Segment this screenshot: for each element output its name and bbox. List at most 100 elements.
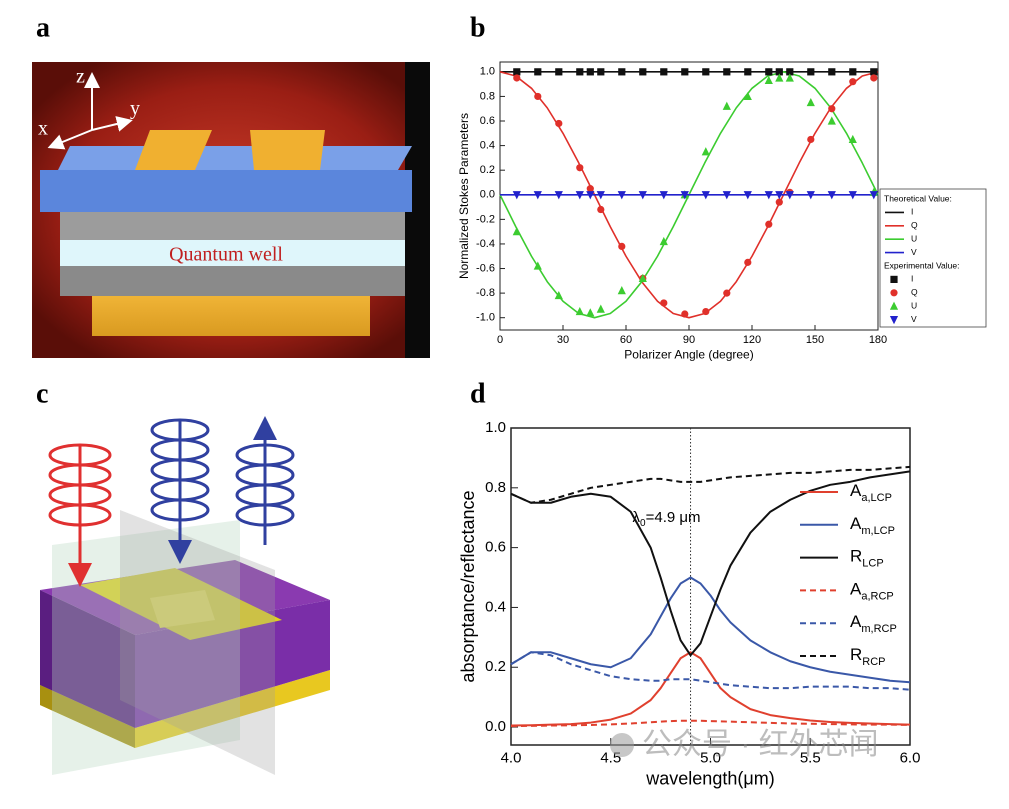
marker: [512, 227, 521, 236]
marker: [534, 92, 542, 101]
marker: [807, 68, 815, 76]
marker: [765, 68, 773, 76]
bottom-contact: [92, 290, 370, 336]
marker: [869, 191, 878, 200]
marker: [723, 68, 731, 76]
y-tick-label: 0.2: [485, 658, 506, 675]
legend-label: U: [911, 233, 917, 243]
legend-label: RLCP: [850, 547, 884, 569]
legend-label: U: [911, 300, 917, 310]
chart: 0 30 60 90 120 150 180 -1.0 -0.8 -0.6 -0.4 -0.2 0.0 0…: [457, 61, 987, 361]
marker: [849, 78, 857, 86]
marker: [513, 68, 521, 76]
marker: [765, 220, 773, 228]
marker: [775, 198, 783, 206]
marker: [701, 191, 710, 200]
axis-label: y: [130, 98, 140, 120]
marker: [764, 75, 773, 85]
x-axis-label: wavelength(μm): [645, 768, 774, 788]
series-line: [499, 71, 879, 319]
legend-subscript: a,RCP: [861, 590, 893, 602]
plane: [52, 520, 240, 775]
gold-side: [40, 685, 135, 748]
y-tick-label: 0.6: [480, 115, 495, 127]
legend-name: R: [850, 547, 862, 566]
axis-arrow: [91, 116, 133, 132]
axis-label: z: [76, 66, 85, 88]
marker: [828, 105, 836, 113]
y-tick-label: -0.6: [476, 262, 495, 274]
marker: [638, 273, 647, 282]
legend-swatch: [890, 289, 898, 297]
annotation-text: λ: [633, 509, 641, 526]
x-tick-label: 120: [743, 334, 761, 346]
legend-subscript: m,RCP: [861, 623, 896, 635]
marker: [596, 304, 605, 313]
marker: [827, 116, 836, 125]
marker: [744, 68, 752, 76]
resonator: [150, 590, 215, 628]
legend-label: Am,RCP: [850, 613, 897, 635]
series-line: [510, 576, 911, 684]
legend-swatch: [890, 275, 898, 283]
layer: [60, 210, 405, 240]
marker: [555, 119, 563, 128]
y-tick-label: 0.6: [485, 539, 506, 556]
marker: [596, 191, 605, 200]
marker: [743, 191, 752, 200]
legend-name: A: [850, 613, 862, 632]
marker: [828, 68, 836, 76]
marker: [618, 242, 626, 251]
marker: [512, 191, 521, 200]
legend-subscript: a,LCP: [861, 492, 892, 504]
y-tick-label: 0.0: [485, 718, 506, 735]
y-tick-label: -0.2: [476, 213, 495, 225]
marker: [534, 68, 542, 76]
panel-label: c: [36, 378, 48, 409]
layer-label: Quantum well: [169, 244, 283, 266]
marker: [775, 73, 784, 82]
y-tick-label: -0.8: [476, 287, 495, 299]
x-tick-label: 30: [557, 334, 569, 346]
x-axis-label: Polarizer Angle (degree): [624, 347, 753, 361]
chart: 4.0 4.5 5.0 5.5 6.00.00.20.40.60.81.0wavelen…: [458, 419, 921, 788]
legend-subscript: LCP: [862, 558, 883, 570]
legend-name: R: [850, 645, 862, 664]
legend-label: I: [911, 207, 913, 217]
x-tick-label: 180: [869, 334, 887, 346]
block-side: [40, 590, 135, 728]
marker: [722, 191, 731, 200]
marker: [786, 68, 794, 76]
legend-label: I: [911, 274, 913, 284]
x-tick-label: 5.0: [700, 749, 721, 766]
marker: [848, 134, 857, 144]
marker: [681, 68, 689, 76]
y-tick-label: 0.4: [480, 140, 495, 152]
y-tick-label: 1.0: [480, 66, 495, 78]
marker: [617, 191, 626, 200]
marker: [722, 101, 731, 110]
marker: [586, 68, 594, 76]
marker: [660, 299, 668, 307]
x-tick-label: 5.5: [800, 749, 821, 766]
marker: [597, 68, 605, 76]
watermark-text: 公众号 · 红外芯闻: [642, 728, 879, 761]
marker: [660, 68, 668, 76]
legend-label: Am,LCP: [850, 514, 895, 536]
antenna: [250, 130, 325, 170]
y-tick-label: 0.8: [480, 90, 495, 102]
marker: [807, 135, 815, 144]
marker: [586, 191, 595, 200]
marker: [618, 68, 626, 76]
marker: [870, 68, 878, 76]
panel-label: d: [470, 378, 486, 409]
legend-label: RRCP: [850, 645, 886, 667]
y-tick-label: 0.2: [480, 164, 495, 176]
annotation: λ0=4.9 μm: [633, 509, 701, 529]
marker: [701, 147, 710, 156]
watermark: 公众号 · 红外芯闻: [610, 728, 879, 761]
panel-label: b: [470, 12, 486, 43]
marker: [617, 286, 626, 295]
marker: [533, 261, 542, 270]
marker: [659, 191, 668, 200]
